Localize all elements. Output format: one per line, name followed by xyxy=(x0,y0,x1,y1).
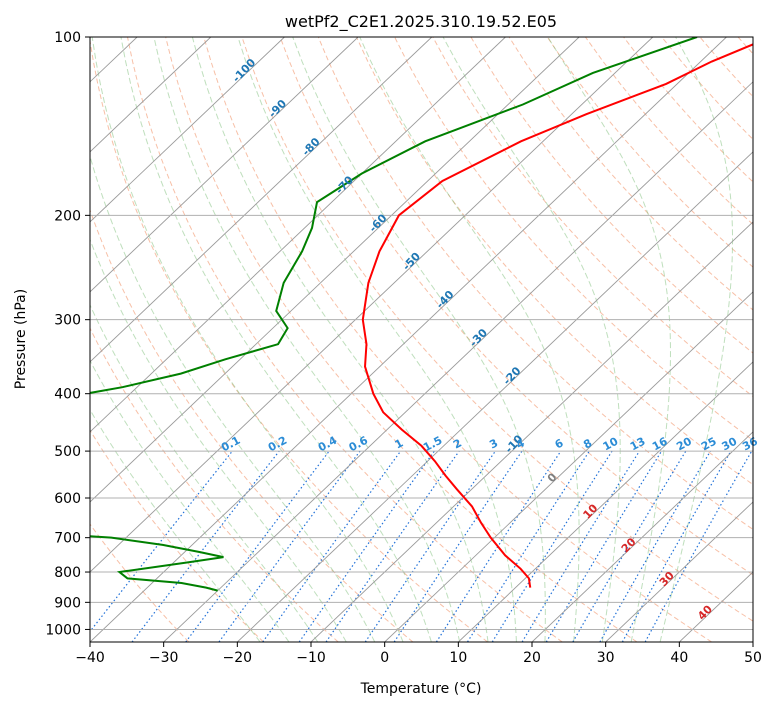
mixing-ratio-line xyxy=(298,450,435,642)
moist-adiabat xyxy=(359,37,580,642)
y-tick-label: 300 xyxy=(54,313,81,329)
y-axis-label: Pressure (hPa) xyxy=(13,289,29,389)
mixing-ratio-label: 20 xyxy=(674,435,694,454)
moist-adiabat xyxy=(237,37,517,642)
y-tick-label: 100 xyxy=(54,30,81,46)
moist-adiabat xyxy=(659,37,734,642)
isotherm xyxy=(310,221,753,642)
dry-adiabat xyxy=(90,208,414,642)
moist-adiabat xyxy=(153,37,461,642)
x-tick-label: 10 xyxy=(449,650,467,666)
moist-adiabat xyxy=(91,37,404,642)
y-axis: 100 200 300 400 500 600 700 800 900 1000 xyxy=(45,30,90,638)
isotherm xyxy=(0,37,63,642)
mixing-ratio-label: 36 xyxy=(740,435,760,454)
x-tick-label: −30 xyxy=(149,650,179,666)
temperature-profile xyxy=(361,43,753,588)
x-tick-label: −40 xyxy=(75,650,105,666)
dry-adiabat xyxy=(355,37,753,486)
pressure-gridlines xyxy=(90,37,753,630)
x-tick-label: 40 xyxy=(670,650,688,666)
mixing-ratio-label: 16 xyxy=(650,435,670,454)
x-axis-label: Temperature (°C) xyxy=(360,681,482,697)
mixing-ratio-label: 30 xyxy=(720,435,740,454)
background-lines xyxy=(0,37,753,642)
x-tick-label: 20 xyxy=(523,650,541,666)
mixing-ratio-label: 25 xyxy=(699,435,719,454)
isotherm xyxy=(605,501,753,642)
dewpoint-profile xyxy=(90,37,698,592)
mixing-ratio-line xyxy=(325,450,460,642)
x-axis: −40 −30 −20 −10 0 10 20 30 40 50 xyxy=(75,642,762,666)
x-tick-label: 50 xyxy=(744,650,762,666)
x-tick-label: −10 xyxy=(296,650,326,666)
isotherm xyxy=(90,37,727,642)
isotherm xyxy=(90,37,433,363)
mixing-ratio-line xyxy=(621,450,732,642)
isotherm xyxy=(90,37,654,573)
mixing-ratio-line xyxy=(262,450,402,642)
isotherm xyxy=(90,37,212,153)
x-tick-label: −20 xyxy=(223,650,253,666)
y-tick-label: 1000 xyxy=(45,622,81,638)
mixing-ratio-line xyxy=(545,450,663,642)
y-tick-label: 900 xyxy=(54,595,81,611)
dry-adiabat xyxy=(90,523,190,642)
mixing-ratio-label: 10 xyxy=(601,435,621,454)
moist-adiabat xyxy=(90,238,347,642)
moist-adiabat xyxy=(191,37,489,642)
chart-title: wetPf2_C2E1.2025.310.19.52.E05 xyxy=(285,12,557,32)
mixing-ratio-line xyxy=(364,450,496,642)
moist-adiabat xyxy=(90,154,376,642)
mixing-ratio-label: 13 xyxy=(628,435,648,454)
y-tick-label: 200 xyxy=(54,208,81,224)
isotherm xyxy=(90,37,359,293)
isotherm xyxy=(458,361,753,642)
dry-adiabat xyxy=(165,37,638,642)
dry-adiabat xyxy=(127,37,563,642)
mixing-ratio-line xyxy=(185,450,330,642)
y-tick-label: 800 xyxy=(54,565,81,581)
dry-adiabat xyxy=(432,37,753,398)
moist-adiabat xyxy=(292,37,546,642)
plot-frame xyxy=(89,36,754,643)
y-tick-label: 500 xyxy=(54,444,81,460)
isotherm xyxy=(163,81,753,642)
isotherm xyxy=(752,641,753,642)
dry-adiabat xyxy=(90,429,264,642)
profile-lines xyxy=(90,37,753,592)
isotherm xyxy=(90,37,285,223)
mixing-ratio-line xyxy=(521,450,640,642)
moist-adiabat xyxy=(120,37,432,642)
isotherm xyxy=(384,291,753,642)
moist-adiabat xyxy=(547,37,671,642)
moist-adiabat xyxy=(90,359,290,642)
y-tick-label: 700 xyxy=(54,531,81,547)
y-tick-label: 600 xyxy=(54,491,81,507)
x-tick-label: 30 xyxy=(597,650,615,666)
dry-adiabat xyxy=(394,37,753,441)
x-tick-label: 0 xyxy=(380,650,389,666)
mixing-ratio-line xyxy=(466,450,590,642)
dry-adiabat xyxy=(203,37,712,642)
dry-adiabat xyxy=(90,37,488,642)
mixing-ratio-line xyxy=(218,450,361,642)
moist-adiabat xyxy=(442,37,621,642)
moist-adiabat xyxy=(90,303,319,642)
isotherm xyxy=(90,37,580,503)
plot-background xyxy=(90,37,753,642)
isotherm xyxy=(531,431,753,642)
isotherm xyxy=(237,151,753,642)
dry-adiabat xyxy=(470,37,753,354)
mixing-ratio-line xyxy=(435,450,562,642)
y-tick-label: 400 xyxy=(54,387,81,403)
isotherm xyxy=(90,37,506,433)
